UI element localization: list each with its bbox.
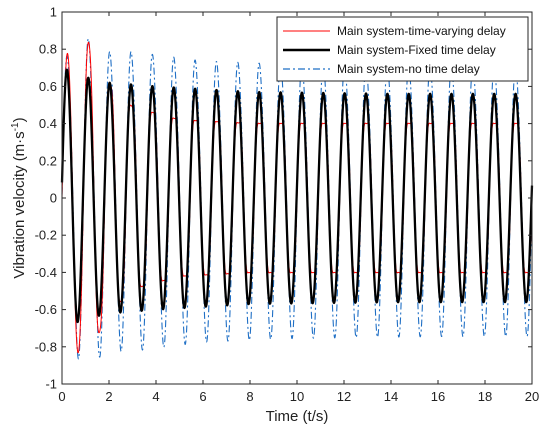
y-axis-label-main: Vibration velocity (m·s — [11, 131, 28, 278]
series-line-1 — [60, 68, 534, 324]
legend-label-1: Main system-Fixed time delay — [337, 43, 496, 57]
y-tick-label: 0.4 — [39, 116, 57, 131]
y-tick-label: -0.4 — [35, 265, 57, 280]
x-tick-label: 12 — [337, 389, 351, 404]
axis-ticks — [61, 11, 533, 385]
y-tick-label: -0.6 — [35, 302, 57, 317]
x-tick-label: 10 — [290, 389, 304, 404]
legend-label-2: Main system-no time delay — [337, 62, 480, 76]
y-tick-label: 0.6 — [39, 79, 57, 94]
y-tick-label: 0.8 — [39, 42, 57, 57]
legend-label-0: Main system-time-varying delay — [337, 24, 506, 38]
y-tick-label: 0 — [50, 191, 57, 206]
y-tick-label: -0.2 — [35, 228, 57, 243]
y-tick-label: 1 — [50, 5, 57, 20]
x-tick-label: 18 — [478, 389, 492, 404]
x-tick-label: 0 — [58, 389, 65, 404]
x-tick-label: 6 — [199, 389, 206, 404]
x-axis-label: Time (t/s) — [266, 408, 329, 425]
x-tick-label: 16 — [431, 389, 445, 404]
y-tick-label: -1 — [45, 377, 57, 392]
y-axis-label-sup: -1 — [10, 122, 21, 131]
plot-lines — [60, 38, 534, 360]
x-tick-label: 14 — [384, 389, 398, 404]
series-line-2 — [61, 38, 533, 360]
y-axis-label-close: ) — [11, 117, 28, 122]
x-tick-label: 4 — [152, 389, 159, 404]
y-axis-label: Vibration velocity (m·s-1) — [10, 117, 28, 278]
x-tick-label: 8 — [246, 389, 253, 404]
tick-labels: 0 2 4 6 8 10 12 14 16 18 20 -1 -0.8 -0.6 -0.4 -0.2 0 0.2 0… — [35, 5, 540, 405]
y-tick-label: 0.2 — [39, 153, 57, 168]
x-tick-label: 2 — [105, 389, 112, 404]
x-tick-label: 20 — [525, 389, 539, 404]
legend: Main system-time-varying delay Main syst… — [276, 16, 529, 82]
y-tick-label: -0.8 — [35, 339, 57, 354]
